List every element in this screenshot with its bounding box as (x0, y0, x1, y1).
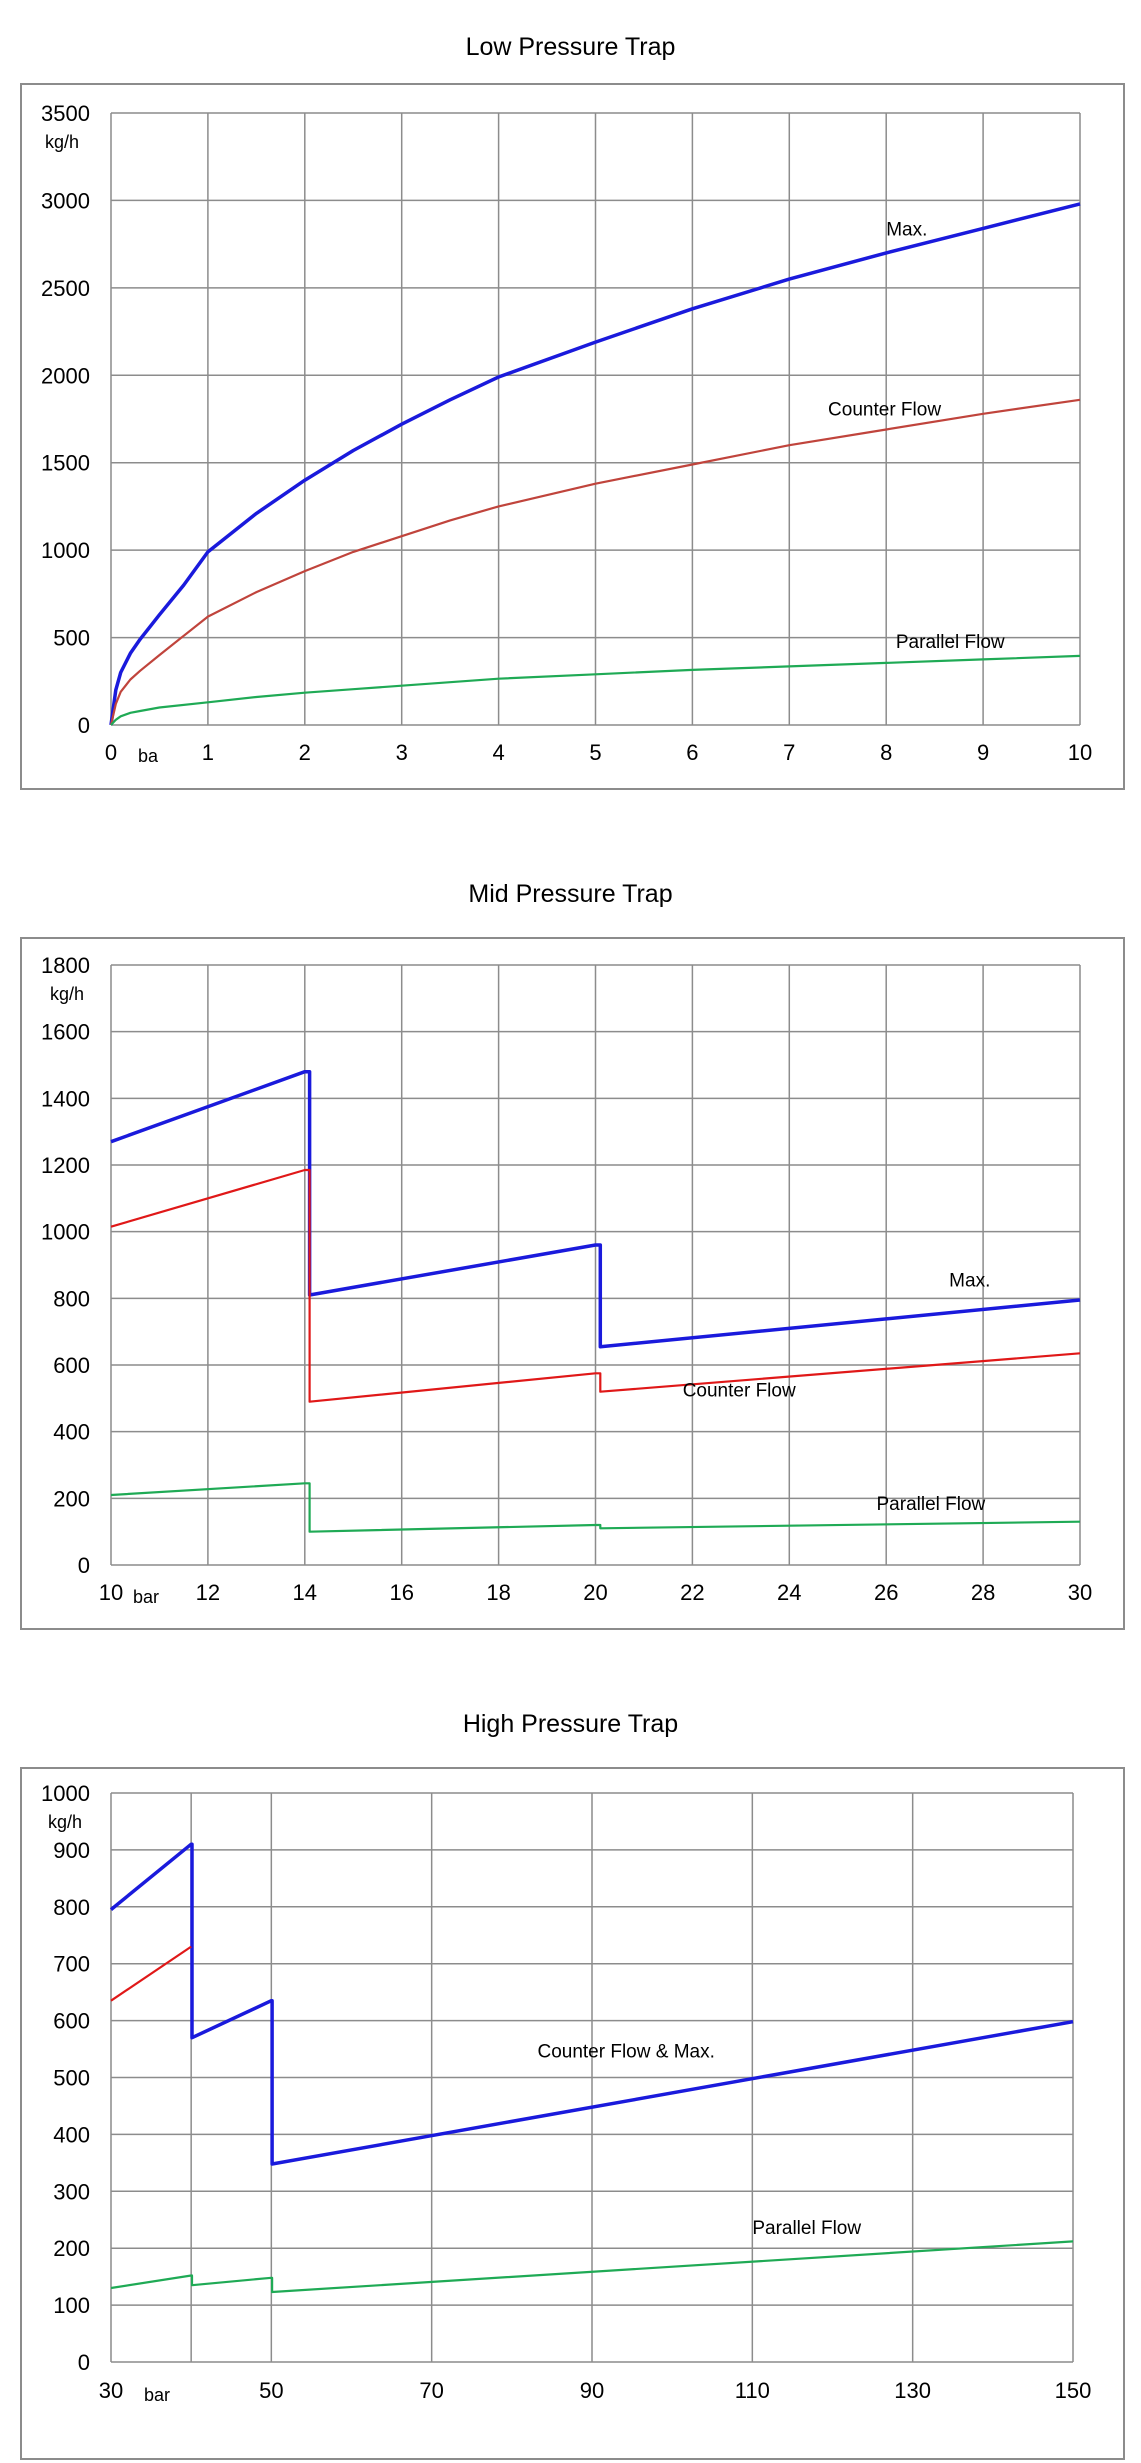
series-line (109, 202, 1081, 726)
y-tick-label: 300 (53, 2179, 90, 2204)
x-tick-label: 0 (105, 740, 117, 765)
y-tick-label: 2500 (41, 276, 90, 301)
y-tick-label: 1800 (41, 953, 90, 978)
x-tick-label: 10 (99, 1580, 123, 1605)
y-tick-label: 3000 (41, 188, 90, 213)
x-tick-label: 20 (583, 1580, 607, 1605)
y-tick-label: 200 (53, 2236, 90, 2261)
x-tick-label: 30 (99, 2378, 123, 2403)
y-axis-unit: kg/h (48, 1812, 82, 1832)
x-tick-label: 30 (1068, 1580, 1092, 1605)
x-axis-unit: ba (138, 746, 159, 766)
x-tick-label: 16 (389, 1580, 413, 1605)
x-tick-label: 26 (874, 1580, 898, 1605)
y-tick-label: 800 (53, 1895, 90, 1920)
y-tick-label: 700 (53, 1952, 90, 1977)
x-tick-label: 10 (1068, 740, 1092, 765)
x-tick-label: 70 (419, 2378, 443, 2403)
chart-title: Low Pressure Trap (465, 33, 676, 61)
y-tick-label: 1400 (41, 1086, 90, 1111)
chart-title: Mid Pressure Trap (468, 880, 673, 908)
series-line (110, 1168, 1081, 1403)
series-annotation: Max. (886, 219, 927, 240)
chart-frame (20, 1767, 1125, 2460)
y-tick-label: 800 (53, 1286, 90, 1311)
y-tick-label: 200 (53, 1486, 90, 1511)
chart-title: High Pressure Trap (462, 1710, 679, 1738)
y-tick-label: 100 (53, 2293, 90, 2318)
y-tick-label: 900 (53, 1838, 90, 1863)
series-annotation: Counter Flow (683, 1381, 796, 1402)
x-tick-label: 24 (777, 1580, 801, 1605)
y-tick-label: 500 (53, 2066, 90, 2091)
x-tick-label: 9 (977, 740, 989, 765)
chart-frame (20, 937, 1125, 1630)
y-axis-unit: kg/h (50, 984, 84, 1004)
series-line (109, 1842, 1074, 2166)
y-tick-label: 600 (53, 2009, 90, 2034)
y-tick-label: 600 (53, 1353, 90, 1378)
series-line (109, 398, 1081, 726)
y-tick-label: 1000 (41, 538, 90, 563)
series-annotation: Parallel Flow (877, 1494, 986, 1515)
y-tick-label: 1200 (41, 1153, 90, 1178)
y-tick-label: 0 (78, 2350, 90, 2375)
y-tick-label: 3500 (41, 101, 90, 126)
series-line (110, 2240, 1074, 2294)
x-tick-label: 1 (202, 740, 214, 765)
x-tick-label: 14 (293, 1580, 317, 1605)
y-tick-label: 0 (78, 1553, 90, 1578)
x-axis-unit: bar (144, 2385, 170, 2405)
series-line (110, 1069, 1081, 1349)
x-tick-label: 12 (196, 1580, 220, 1605)
x-tick-label: 4 (492, 740, 504, 765)
x-tick-label: 18 (486, 1580, 510, 1605)
series-line (110, 1482, 1081, 1533)
x-tick-label: 3 (396, 740, 408, 765)
y-axis-unit: kg/h (45, 132, 79, 152)
series-annotation: Counter Flow (828, 400, 941, 421)
x-tick-label: 8 (880, 740, 892, 765)
y-tick-label: 0 (78, 713, 90, 738)
y-tick-label: 500 (53, 626, 90, 651)
series-line (110, 654, 1081, 726)
x-tick-label: 130 (894, 2378, 931, 2403)
x-tick-label: 2 (299, 740, 311, 765)
y-tick-label: 1600 (41, 1020, 90, 1045)
chart-canvas: 0 500 1000 1500 2000 2500 3000 3500 0 1 2 3 4 5 6 7 8 9 10… (41, 101, 1092, 766)
series-annotation: Counter Flow & Max. (537, 2042, 714, 2063)
x-tick-label: 28 (971, 1580, 995, 1605)
x-tick-label: 90 (580, 2378, 604, 2403)
x-tick-label: 50 (259, 2378, 283, 2403)
y-tick-label: 1000 (41, 1781, 90, 1806)
y-tick-label: 1500 (41, 451, 90, 476)
x-tick-label: 7 (783, 740, 795, 765)
x-tick-label: 6 (686, 740, 698, 765)
x-tick-label: 22 (680, 1580, 704, 1605)
y-tick-label: 400 (53, 2122, 90, 2147)
x-axis-unit: bar (133, 1587, 159, 1607)
chart-canvas: 0 200 400 600 800 1000 1200 1400 1600 1800 10 12 14 1… (41, 953, 1092, 1607)
series-annotation: Max. (949, 1271, 990, 1292)
series-line (110, 1945, 192, 2002)
y-tick-label: 400 (53, 1420, 90, 1445)
x-tick-label: 150 (1055, 2378, 1092, 2403)
series-annotation: Parallel Flow (896, 632, 1005, 653)
x-tick-label: 5 (589, 740, 601, 765)
y-tick-label: 1000 (41, 1220, 90, 1245)
y-tick-label: 2000 (41, 363, 90, 388)
x-tick-label: 110 (735, 2378, 770, 2403)
series-annotation: Parallel Flow (752, 2218, 861, 2239)
